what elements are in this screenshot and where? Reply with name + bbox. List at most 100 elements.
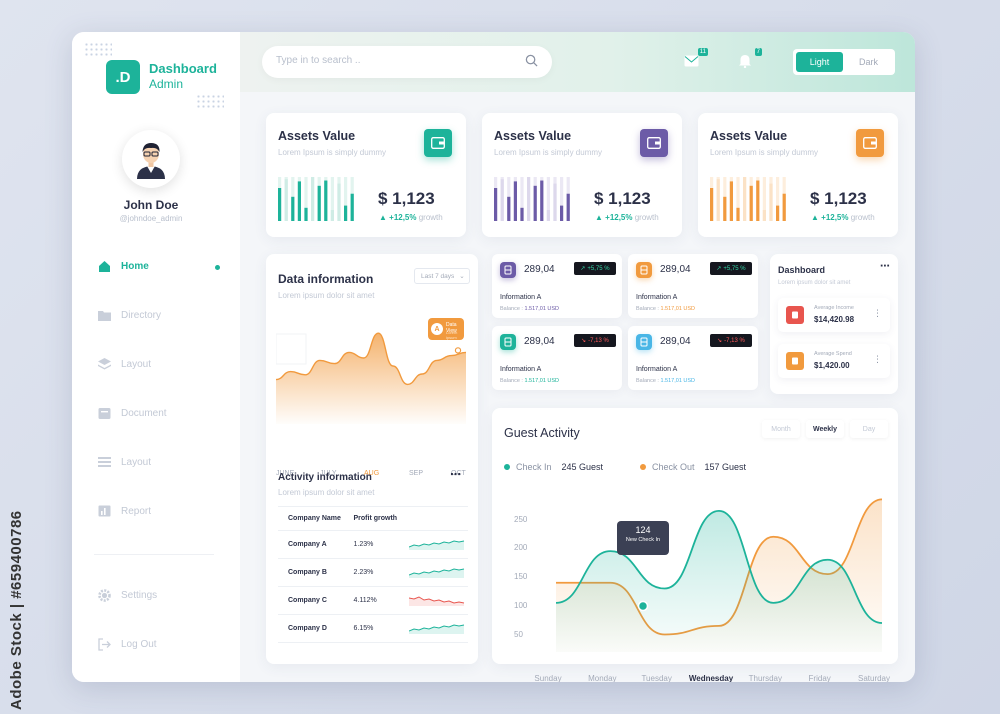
wallet-icon[interactable] [856, 129, 884, 157]
mail-button[interactable]: 11 [684, 48, 708, 68]
sidebar-item-document[interactable]: Document [98, 407, 167, 419]
wallet-icon[interactable] [640, 129, 668, 157]
information-card[interactable]: 289,04 ↘ -7,13 % Information A Balance : 1.5… [628, 326, 758, 390]
company-name: Company B [278, 558, 344, 587]
information-card[interactable]: 289,04 ↗ +5,75 % Information A Balance : 1.5… [628, 254, 758, 318]
bar [769, 183, 773, 221]
sidebar-item-directory[interactable]: Directory [98, 309, 161, 321]
asset-bar-chart [494, 177, 570, 221]
asset-growth: ▲ +12,5% growth [379, 213, 443, 222]
profit-growth: 1.23% [343, 530, 400, 559]
theme-dark-button[interactable]: Dark [858, 57, 878, 67]
bar [756, 180, 760, 221]
stat-label: Average Income [814, 305, 854, 311]
bar [311, 177, 315, 221]
bar [500, 179, 504, 221]
sidebar-item-report[interactable]: Report [98, 505, 151, 517]
table-row[interactable]: Company B 2.23% [278, 558, 468, 587]
kebab-menu-icon[interactable]: ⋮ [873, 354, 882, 364]
bar-track [560, 177, 564, 221]
range-select[interactable]: Last 7 days ⌄ [414, 268, 470, 284]
bar [330, 210, 334, 221]
tab-day[interactable]: Day [850, 420, 888, 438]
balance-label: Balance : [500, 378, 525, 384]
balance-value: 1.517,01 USD [660, 306, 696, 312]
balance-line: Balance : 1.517,01 USD [636, 378, 695, 384]
bar [546, 210, 550, 221]
series-line-check-in [555, 509, 883, 624]
bar [337, 183, 341, 221]
logo[interactable]: .D [106, 60, 140, 94]
info-value: 289,04 [524, 336, 555, 347]
tab-month[interactable]: Month [762, 420, 800, 438]
table-row[interactable]: Company A 1.23% [278, 530, 468, 559]
bell-icon [739, 55, 751, 69]
marker-label: Data View [446, 322, 457, 334]
trend-sparkline [399, 530, 468, 559]
legend-swatch [504, 464, 510, 470]
asset-bar-chart [710, 177, 786, 221]
logout-icon [98, 638, 111, 651]
sidebar-item-layout[interactable]: Layout [98, 358, 151, 370]
column-header: Profit growth [343, 506, 400, 531]
balance-line: Balance : 1.517,01 USD [636, 306, 695, 312]
arrow-up-icon: ▲ [595, 213, 606, 222]
user-name: John Doe [123, 198, 179, 212]
bar [540, 180, 544, 221]
highlight-point[interactable] [637, 600, 649, 612]
search-icon[interactable] [525, 54, 538, 67]
range-select-value: Last 7 days [421, 272, 455, 280]
information-card[interactable]: 289,04 ↘ -7,13 % Information A Balance : 1.5… [492, 326, 622, 390]
growth-word: growth [850, 213, 875, 222]
guest-activity-card: Guest Activity Month Weekly Day Check In 24… [492, 408, 898, 682]
y-tick-label: 200 [514, 543, 528, 553]
bar [782, 193, 786, 221]
bar [344, 205, 348, 221]
sidebar-item-settings[interactable]: Settings [98, 589, 157, 602]
dashboard-panel-subtitle: Lorem ipsum dolor sit amet [778, 280, 851, 286]
mail-badge: 11 [697, 48, 708, 56]
data-view-marker[interactable]: A Data View Lorem ipsum [428, 318, 464, 340]
wallet-icon[interactable] [424, 129, 452, 157]
stat-label: Average Spend [814, 351, 852, 357]
tab-weekly[interactable]: Weekly [806, 420, 844, 438]
brand-title: Dashboard [149, 61, 217, 76]
growth-word: growth [418, 213, 443, 222]
balance-value: 1.517,01 USD [660, 378, 696, 384]
activity-more-button[interactable]: ⋯ [450, 469, 462, 481]
dashboard-panel: Dashboard Lorem ipsum dolor sit amet ⋯ A… [770, 254, 898, 394]
document-icon [786, 352, 804, 370]
data-point[interactable] [454, 347, 462, 354]
arrow-up-icon: ▲ [811, 213, 822, 222]
bar [533, 185, 537, 221]
balance-value: 1.517,01 USD [524, 306, 560, 312]
bar [317, 185, 321, 221]
notification-button[interactable]: 7 [738, 48, 762, 69]
chevron-down-icon: ⌄ [459, 273, 465, 280]
sidebar-item-home[interactable]: Home [98, 260, 149, 272]
search-input[interactable] [276, 55, 506, 66]
user-handle: @johndoe_admin [119, 214, 183, 223]
x-tick-label: Sunday [534, 674, 562, 682]
x-tick-label: AUG [364, 470, 380, 477]
change-value: -7,13 % [588, 337, 609, 344]
dashboard-stat-row[interactable]: Average Income $14,420.98 ⋮ [778, 298, 890, 332]
guest-line-chart [555, 498, 883, 652]
avatar[interactable] [122, 130, 180, 188]
database-icon [636, 334, 652, 350]
sidebar-item-log-out[interactable]: Log Out [98, 638, 157, 651]
sidebar: .D Dashboard Admin John Doe @johndoe_adm… [72, 32, 240, 682]
sidebar-item-layout[interactable]: Layout [98, 456, 151, 468]
dashboard-more-button[interactable]: ⋯ [880, 261, 891, 272]
table-row[interactable]: Company C 4.112% [278, 586, 468, 615]
information-card[interactable]: 289,04 ↗ +5,75 % Information A Balance : 1.5… [492, 254, 622, 318]
bar [278, 188, 282, 221]
bar [513, 181, 517, 221]
kebab-menu-icon[interactable]: ⋮ [873, 308, 882, 318]
dashboard-stat-row[interactable]: Average Spend $1,420.00 ⋮ [778, 344, 890, 378]
theme-light-button[interactable]: Light [796, 52, 843, 72]
bar [776, 205, 780, 221]
table-row[interactable]: Company D 6.15% [278, 614, 468, 643]
y-tick-label: 150 [514, 572, 528, 581]
change-value: +5,75 % [723, 265, 746, 272]
